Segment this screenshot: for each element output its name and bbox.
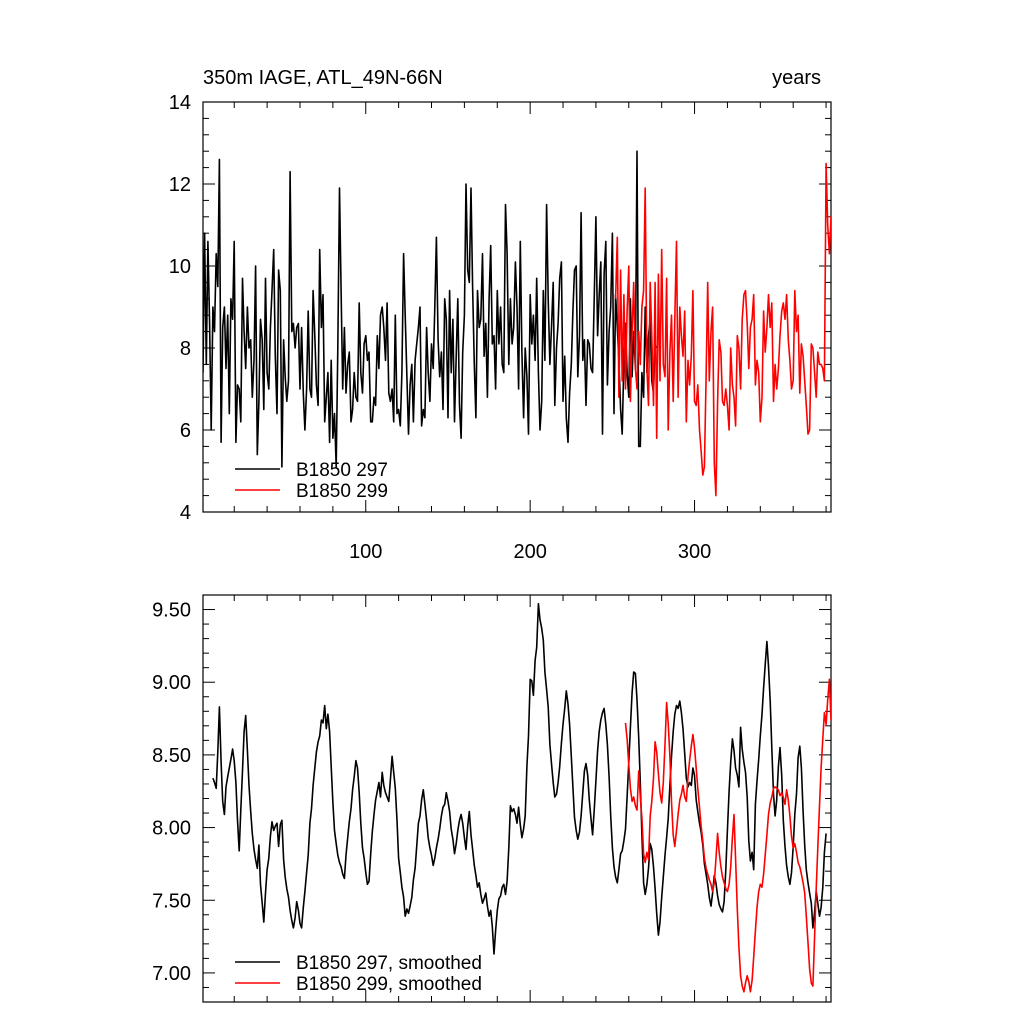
legend-label: B1850 299: [296, 481, 388, 502]
y-tick-label: 12: [169, 174, 191, 196]
y-tick-label: 10: [169, 256, 191, 278]
y-tick-label: 8.50: [152, 745, 191, 767]
y-tick-label: 7.50: [152, 890, 191, 912]
y-tick-label: 4: [180, 502, 191, 524]
y-tick-label: 9.00: [152, 672, 191, 694]
chart-title-left: 350m IAGE, ATL_49N-66N: [203, 67, 443, 89]
x-tick-label: 200: [513, 541, 546, 563]
series-line-b1850-297: [203, 150, 658, 468]
x-tick-label: 100: [349, 541, 382, 563]
series-line-b1850-299: [614, 162, 831, 497]
y-tick-label: 9.50: [152, 600, 191, 622]
legend-label: B1850 299, smoothed: [296, 974, 482, 995]
legend-label: B1850 297: [296, 460, 388, 481]
y-tick-label: 6: [180, 420, 191, 442]
y-tick-label: 8: [180, 338, 191, 360]
bottom-panel-chart: 7.00 7.50 8.00 8.50 9.00 9.50 B1850 297, smoot…: [152, 594, 832, 1003]
legend-label: B1850 297, smoothed: [296, 953, 482, 974]
y-tick-label: 8.00: [152, 818, 191, 840]
y-tick-label: 14: [169, 92, 191, 114]
x-tick-label: 300: [678, 541, 711, 563]
series-line-b1850-297: [212, 602, 827, 955]
top-panel-chart: 4 6 8 10 12 14 100 200 300 350m IAGE, ATL_49N-66N…: [169, 67, 832, 563]
y-tick-label: 7.00: [152, 963, 191, 985]
series-line-b1850-299: [624, 678, 831, 993]
chart-title-right: years: [772, 67, 821, 89]
plot-frame: [202, 594, 832, 1003]
